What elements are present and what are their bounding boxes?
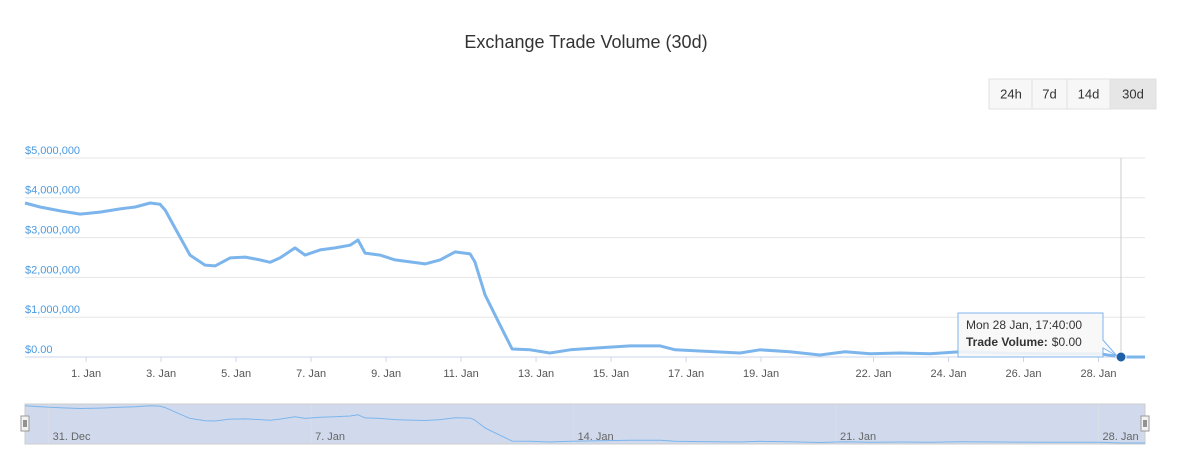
tooltip-box [957,312,1118,358]
range-button[interactable] [1066,78,1111,110]
x-tick-label: 24. Jan [930,368,966,380]
x-tick-label: 1. Jan [71,368,101,380]
tooltip-value: $0.00 [1052,335,1082,349]
x-tick-label: 11. Jan [443,368,478,380]
chart-title: Exchange Trade Volume (30d) [464,32,707,52]
x-tick-label: 3. Jan [146,368,176,380]
navigator-line [24,405,1145,444]
x-tick-label: 9. Jan [371,368,401,380]
tooltip-point [1115,351,1127,363]
x-tick-label: 7. Jan [296,368,326,380]
range-button[interactable] [1109,78,1157,110]
navigator-tick-label: 14. Jan [578,431,614,443]
y-tick-label: $5,000,000 [25,145,80,157]
x-tick-label: 19. Jan [743,368,779,380]
line [24,201,1145,359]
range-button-label[interactable]: 24h [1000,86,1022,101]
range-button-label[interactable]: 30d [1122,86,1144,101]
tooltip-value-row: Trade Volume: $0.00 [966,335,1082,349]
navigator-tick-label: 21. Jan [840,431,876,443]
y-tick-label: $0.00 [25,344,53,356]
x-tick-label: 22. Jan [855,368,891,380]
y-tick-label: $2,000,000 [25,264,80,276]
y-tick-label: $1,000,000 [25,304,80,316]
x-tick-label: 15. Jan [593,368,629,380]
range-button-label[interactable]: 7d [1042,86,1056,101]
navigator-tick-label: 28. Jan [1103,431,1139,443]
x-tick-label: 17. Jan [668,368,704,380]
y-tick-label: $4,000,000 [25,185,80,197]
x-tick-label: 5. Jan [221,368,251,380]
navigator-mask [24,403,1146,445]
navigator-tick-label: 31. Dec [53,431,91,443]
range-button[interactable] [988,78,1034,110]
tooltip-date: Mon 28 Jan, 17:40:00 [966,318,1082,332]
x-tick-label: 13. Jan [518,368,554,380]
x-tick-label: 28. Jan [1080,368,1116,380]
navigator-handle[interactable] [1140,415,1150,432]
tooltip-series-label: Trade Volume: [966,335,1048,349]
x-tick-label: 26. Jan [1005,368,1041,380]
navigator-tick-label: 7. Jan [315,431,345,443]
navigator-handle[interactable] [20,415,30,432]
y-tick-label: $3,000,000 [25,225,80,237]
range-button-label[interactable]: 14d [1078,86,1100,101]
range-button[interactable] [1031,78,1068,110]
